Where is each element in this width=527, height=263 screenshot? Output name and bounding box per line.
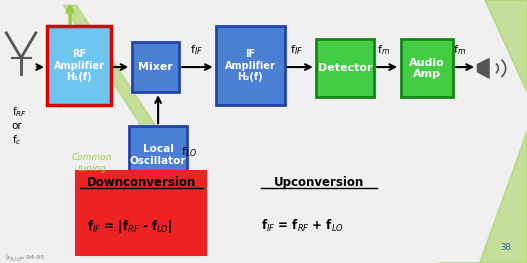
Text: f$_{IF}$ = |f$_{RF}$ - f$_{LO}$|: f$_{IF}$ = |f$_{RF}$ - f$_{LO}$| bbox=[87, 218, 172, 235]
Text: f$_{LO}$: f$_{LO}$ bbox=[181, 146, 197, 159]
Text: f$_{IF}$: f$_{IF}$ bbox=[290, 43, 302, 57]
Text: Upconversion: Upconversion bbox=[274, 176, 364, 189]
Polygon shape bbox=[485, 0, 527, 92]
Text: f$_{IF}$: f$_{IF}$ bbox=[190, 43, 202, 57]
Polygon shape bbox=[477, 59, 489, 78]
FancyBboxPatch shape bbox=[47, 26, 111, 105]
Text: f$_{RF}$
or
f$_c$: f$_{RF}$ or f$_c$ bbox=[12, 106, 27, 147]
Text: Detector: Detector bbox=[318, 63, 373, 73]
FancyBboxPatch shape bbox=[216, 26, 285, 105]
Polygon shape bbox=[63, 5, 203, 197]
FancyBboxPatch shape bbox=[132, 42, 179, 92]
Text: Common
tuning: Common tuning bbox=[72, 153, 112, 173]
Text: Mixer: Mixer bbox=[138, 62, 173, 72]
Polygon shape bbox=[437, 132, 527, 263]
Text: آموزش 94-95: آموزش 94-95 bbox=[5, 252, 44, 260]
Text: f$_m$: f$_m$ bbox=[453, 43, 466, 57]
Text: RF
Amplifier
H₁(f): RF Amplifier H₁(f) bbox=[54, 49, 104, 82]
FancyBboxPatch shape bbox=[129, 126, 187, 184]
Text: IF
Amplifier
H₂(f): IF Amplifier H₂(f) bbox=[225, 49, 276, 82]
Text: f$_m$: f$_m$ bbox=[377, 43, 390, 57]
Text: Downconversion: Downconversion bbox=[86, 176, 196, 189]
Text: Audio
Amp: Audio Amp bbox=[409, 58, 445, 79]
FancyBboxPatch shape bbox=[316, 39, 374, 97]
Text: 38: 38 bbox=[501, 244, 511, 252]
FancyBboxPatch shape bbox=[76, 171, 206, 255]
Text: Local
Oscillator: Local Oscillator bbox=[130, 144, 187, 166]
FancyBboxPatch shape bbox=[401, 39, 453, 97]
Text: f$_{IF}$ = f$_{RF}$ + f$_{LO}$: f$_{IF}$ = f$_{RF}$ + f$_{LO}$ bbox=[261, 218, 344, 234]
